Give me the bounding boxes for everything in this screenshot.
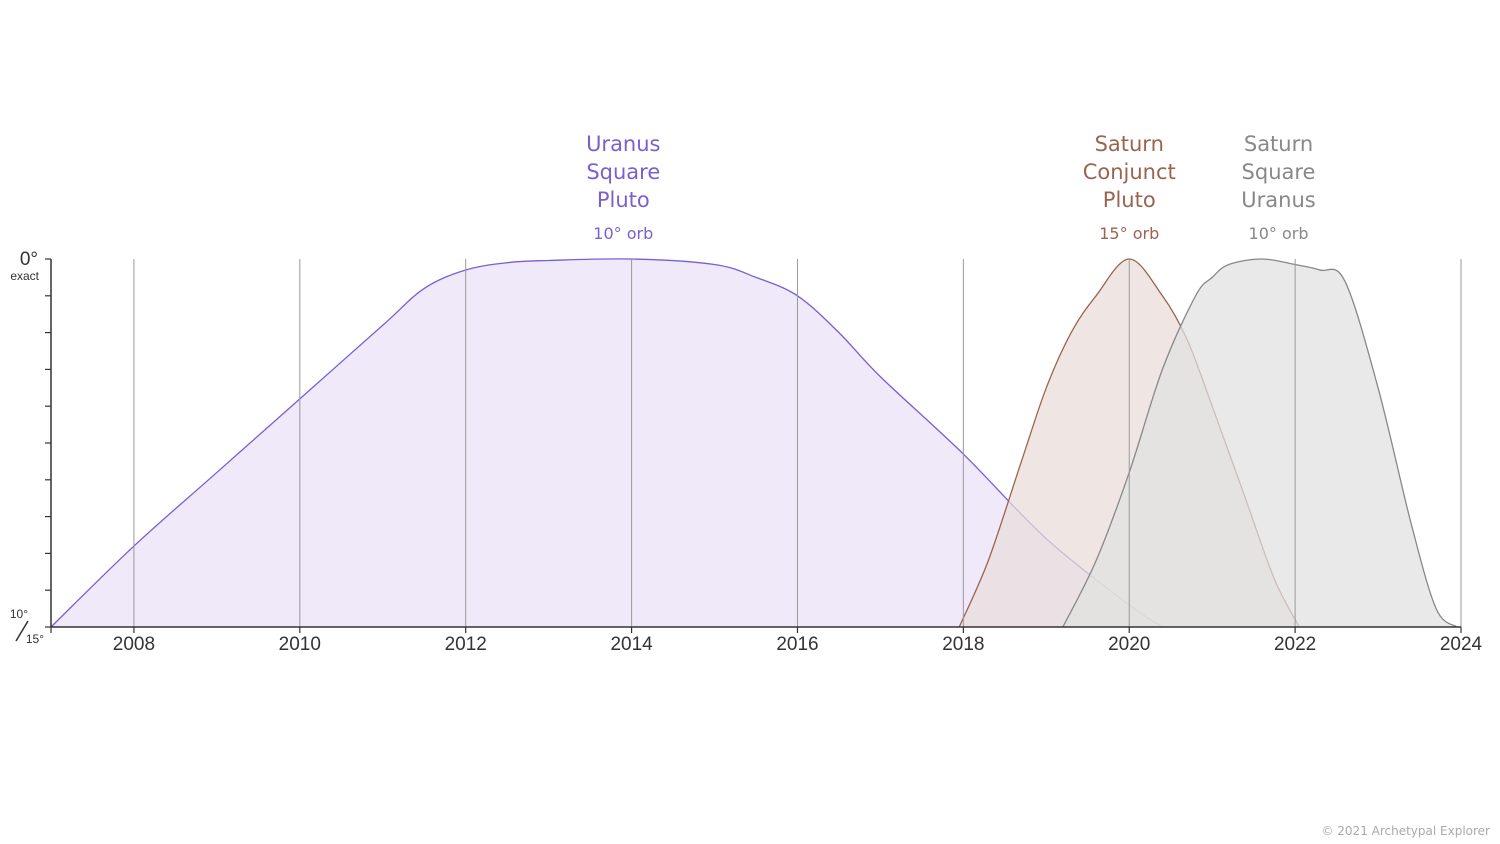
- x-tick-label-2024: 2024: [1440, 634, 1483, 655]
- series-title-saturn-conjunct-pluto-line-3: Pluto: [1103, 188, 1156, 212]
- x-tick-label-2018: 2018: [942, 634, 984, 655]
- series-orb-saturn-conjunct-pluto: 15° orb: [1099, 224, 1159, 243]
- series-area-uranus-square-pluto: [51, 258, 1163, 627]
- series-title-uranus-square-pluto-line-3: Pluto: [597, 188, 650, 212]
- x-tick-label-2008: 2008: [113, 634, 155, 655]
- series-title-saturn-conjunct-pluto-line-2: Conjunct: [1083, 160, 1176, 184]
- x-tick-label-2014: 2014: [610, 634, 653, 655]
- series-orb-uranus-square-pluto: 10° orb: [593, 224, 653, 243]
- y-label-exact-word: exact: [10, 269, 39, 283]
- copyright-text: © 2021 Archetypal Explorer: [1321, 824, 1490, 838]
- series-orb-saturn-square-uranus: 10° orb: [1249, 224, 1309, 243]
- series-title-saturn-square-uranus-line-1: Saturn: [1244, 132, 1313, 156]
- x-tick-label-2022: 2022: [1274, 634, 1316, 655]
- y-label-bottom-b: 15°: [26, 632, 44, 646]
- series-line-uranus-square-pluto: [50, 258, 1163, 628]
- series-title-saturn-square-uranus-line-3: Uranus: [1241, 188, 1315, 212]
- x-tick-label-2012: 2012: [445, 634, 487, 655]
- y-label-slash: [15, 620, 29, 642]
- y-label-bottom-a: 10°: [10, 607, 28, 621]
- x-tick-label-2016: 2016: [776, 634, 818, 655]
- series-area-saturn-square-uranus: [1062, 259, 1457, 627]
- series-title-uranus-square-pluto-line-1: Uranus: [586, 132, 660, 156]
- series-title-saturn-conjunct-pluto-line-1: Saturn: [1095, 132, 1164, 156]
- series-title-saturn-square-uranus-line-2: Square: [1242, 160, 1316, 184]
- x-tick-label-2020: 2020: [1108, 634, 1150, 655]
- y-label-exact-degree: 0°: [20, 249, 38, 270]
- series-line-saturn-square-uranus: [1062, 258, 1458, 628]
- x-tick-label-2010: 2010: [279, 634, 321, 655]
- series-title-uranus-square-pluto-line-2: Square: [586, 160, 660, 184]
